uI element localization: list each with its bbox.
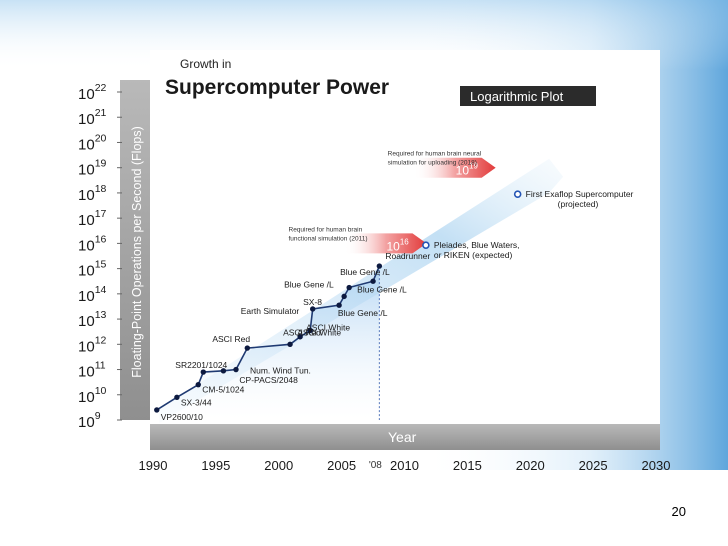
projected-label: First Exaflop Supercomputer [526, 189, 634, 199]
point-label: Blue Gene /L [340, 267, 390, 277]
data-point [370, 278, 376, 284]
y-tick-label: 1012 [78, 334, 107, 355]
x-tick-label: 2010 [390, 458, 419, 473]
requirement-arrow [413, 157, 496, 178]
point-label: CM-5/1024 [202, 385, 244, 395]
point-label: VP2600/10 [161, 412, 203, 422]
requirement-text: Required for human brain [289, 226, 363, 233]
data-point [376, 263, 383, 269]
y-tick-label: 1017 [78, 208, 107, 229]
point-label: Roadrunner [385, 251, 430, 261]
data-point [341, 293, 347, 300]
data-point [244, 345, 251, 351]
requirement-text: simulation for uploading (2018) [388, 160, 477, 167]
series-line [156, 265, 381, 411]
projected-point [422, 241, 430, 249]
projected-point [513, 190, 522, 198]
requirement-value: 1016 [387, 237, 410, 253]
x-tick-label: 2015 [453, 458, 482, 473]
y-axis-band [120, 80, 150, 420]
y-tick-label: 1013 [78, 309, 107, 330]
y-tick-label: 1022 [78, 82, 107, 103]
data-point [195, 381, 201, 388]
point-label: Blue Gene /L [338, 308, 388, 318]
x-tick-label: 1990 [139, 458, 168, 473]
badge-text: Logarithmic Plot [470, 89, 564, 104]
trend-arrow [159, 158, 564, 423]
point-label: ASCI White [306, 323, 350, 333]
data-point [307, 327, 313, 334]
y-tick-label: 109 [78, 410, 101, 431]
y-axis-label: Floating-Point Operations per Second (Fl… [130, 126, 144, 378]
data-point [310, 306, 316, 312]
data-point [233, 366, 239, 373]
y-tick-label: 1010 [78, 385, 107, 406]
point-label: SX-8 [303, 297, 322, 307]
requirement-arrow [344, 233, 427, 254]
requirement-text: Required for human brain neural [388, 151, 482, 158]
x-tick-label: 2020 [516, 458, 545, 473]
x-tick-label: 2030 [642, 458, 671, 473]
data-point [346, 284, 352, 291]
point-label: CP-PACS/2048 [239, 375, 298, 385]
x-extra-label-08: '08 [369, 460, 382, 471]
requirement-value: 1019 [456, 162, 479, 178]
point-label: Earth Simulator [241, 306, 300, 316]
point-label: SX-3/44 [181, 397, 212, 407]
y-tick-label: 1018 [78, 183, 107, 204]
point-label: Blue Gene /L [357, 285, 407, 295]
data-point [297, 334, 303, 340]
y-tick-label: 1021 [78, 107, 107, 128]
data-point [174, 394, 180, 400]
projected-label: or RIKEN (expected) [434, 250, 513, 260]
data-point [287, 341, 293, 348]
point-label: ASCI White [297, 327, 341, 337]
x-tick-label: 2005 [327, 458, 356, 473]
slide-number: 20 [671, 504, 686, 519]
y-tick-label: 1020 [78, 132, 107, 153]
x-tick-label: 2000 [264, 458, 293, 473]
logarithmic-plot-badge [460, 86, 596, 106]
data-point [200, 369, 206, 375]
point-label: ASCI Red [283, 327, 321, 337]
y-tick-label: 1011 [78, 360, 106, 381]
point-label: ASCI Red [212, 334, 250, 344]
x-tick-label: 1995 [201, 458, 230, 473]
projected-label: Pleiades, Blue Waters, [434, 240, 520, 250]
point-label: SR2201/1024 [175, 360, 227, 370]
x-tick-label: 2025 [579, 458, 608, 473]
y-tick-label: 1015 [78, 259, 107, 280]
point-label: Blue Gene /L [284, 279, 334, 289]
y-tick-label: 1014 [78, 284, 107, 305]
data-point [336, 302, 342, 308]
y-tick-label: 1016 [78, 233, 107, 254]
chart-title: Supercomputer Power [165, 76, 389, 99]
requirement-text: functional simulation (2011) [289, 235, 368, 242]
y-tick-label: 1019 [78, 158, 107, 179]
x-axis-label: Year [388, 429, 417, 445]
data-point [154, 407, 160, 413]
title-small: Growth in [180, 57, 231, 71]
point-label: Num. Wind Tun. [250, 366, 311, 376]
x-axis-band [150, 424, 660, 450]
data-point [220, 368, 227, 374]
projected-label: (projected) [558, 199, 599, 209]
